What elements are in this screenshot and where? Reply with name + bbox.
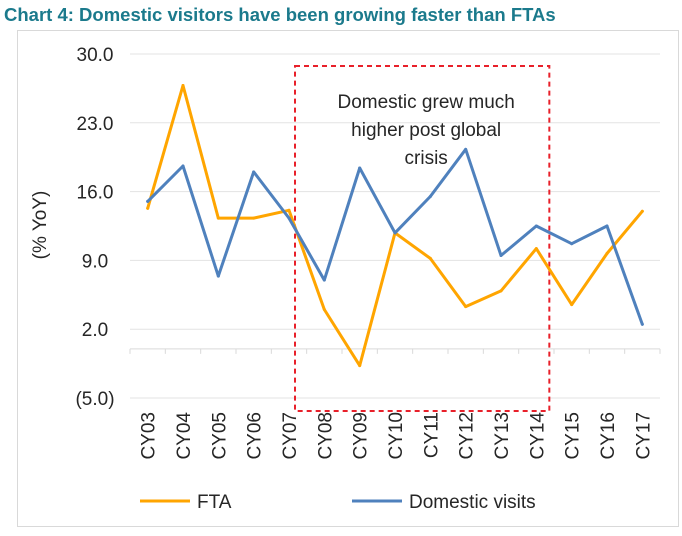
y-tick-label: 2.0 xyxy=(82,320,108,341)
data-point xyxy=(181,83,185,87)
x-tick-label: CY11 xyxy=(421,412,442,458)
y-tick-label: (5.0) xyxy=(75,389,114,410)
data-point xyxy=(216,274,220,278)
data-point xyxy=(605,252,609,256)
data-point xyxy=(287,208,291,212)
data-point xyxy=(428,256,432,260)
data-point xyxy=(570,303,574,307)
legend-label: FTA xyxy=(197,492,232,513)
y-axis-ticks: 30.0 23.0 16.0 9.0 2.0 (5.0) xyxy=(75,45,114,410)
data-point xyxy=(428,195,432,199)
data-point xyxy=(464,147,468,151)
data-point xyxy=(322,308,326,312)
chart-panel xyxy=(17,30,679,527)
gridlines xyxy=(129,53,661,399)
annotation-line: crisis xyxy=(405,148,448,169)
data-point xyxy=(146,199,150,203)
x-tick-label: CY03 xyxy=(139,412,160,460)
data-point xyxy=(252,170,256,174)
data-point xyxy=(393,231,397,235)
data-point xyxy=(640,322,644,326)
annotation-text: Domestic grew much higher post global cris… xyxy=(337,92,514,169)
x-tick-label: CY17 xyxy=(633,412,654,460)
data-point xyxy=(570,242,574,246)
x-tick-label: CY08 xyxy=(315,412,336,460)
x-tick-label: CY09 xyxy=(351,412,372,460)
x-tick-label: CY10 xyxy=(386,412,407,460)
series-lines xyxy=(146,83,644,368)
data-point xyxy=(534,224,538,228)
annotation-line: higher post global xyxy=(351,120,501,141)
data-point xyxy=(252,216,256,220)
x-tick-label: CY13 xyxy=(492,412,513,460)
legend: FTA Domestic visits xyxy=(140,492,536,513)
x-tick-label: CY05 xyxy=(209,412,230,460)
data-point xyxy=(146,206,150,210)
data-point xyxy=(534,247,538,251)
y-tick-label: 23.0 xyxy=(77,114,114,135)
x-tick-label: CY12 xyxy=(457,412,478,460)
x-tick-label: CY14 xyxy=(527,412,548,460)
data-point xyxy=(358,364,362,368)
data-point xyxy=(358,166,362,170)
x-tick-label: CY07 xyxy=(280,412,301,460)
y-tick-label: 9.0 xyxy=(82,251,108,272)
legend-label: Domestic visits xyxy=(409,492,536,513)
x-tick-label: CY06 xyxy=(245,412,266,460)
chart-title: Chart 4: Domestic visitors have been gro… xyxy=(4,4,556,25)
data-point xyxy=(287,216,291,220)
data-point xyxy=(499,289,503,293)
y-tick-label: 16.0 xyxy=(77,183,114,204)
highlight-box xyxy=(294,65,551,412)
x-tick-label: CY04 xyxy=(174,412,195,460)
data-point xyxy=(322,278,326,282)
data-point xyxy=(464,305,468,309)
data-point xyxy=(499,253,503,257)
data-point xyxy=(640,209,644,213)
data-point xyxy=(181,164,185,168)
data-point xyxy=(216,216,220,220)
y-tick-label: 30.0 xyxy=(77,45,114,66)
annotation-box xyxy=(294,65,551,412)
annotation-line: Domestic grew much xyxy=(337,92,514,113)
data-point xyxy=(605,224,609,228)
x-tick-label: CY15 xyxy=(563,412,584,460)
x-axis-ticks: CY03 CY04 CY05 CY06 CY07 CY08 CY09 CY10 CY11 CY12… xyxy=(139,412,655,460)
x-tick-label: CY16 xyxy=(598,412,619,460)
y-axis-label: (% YoY) xyxy=(30,191,51,260)
